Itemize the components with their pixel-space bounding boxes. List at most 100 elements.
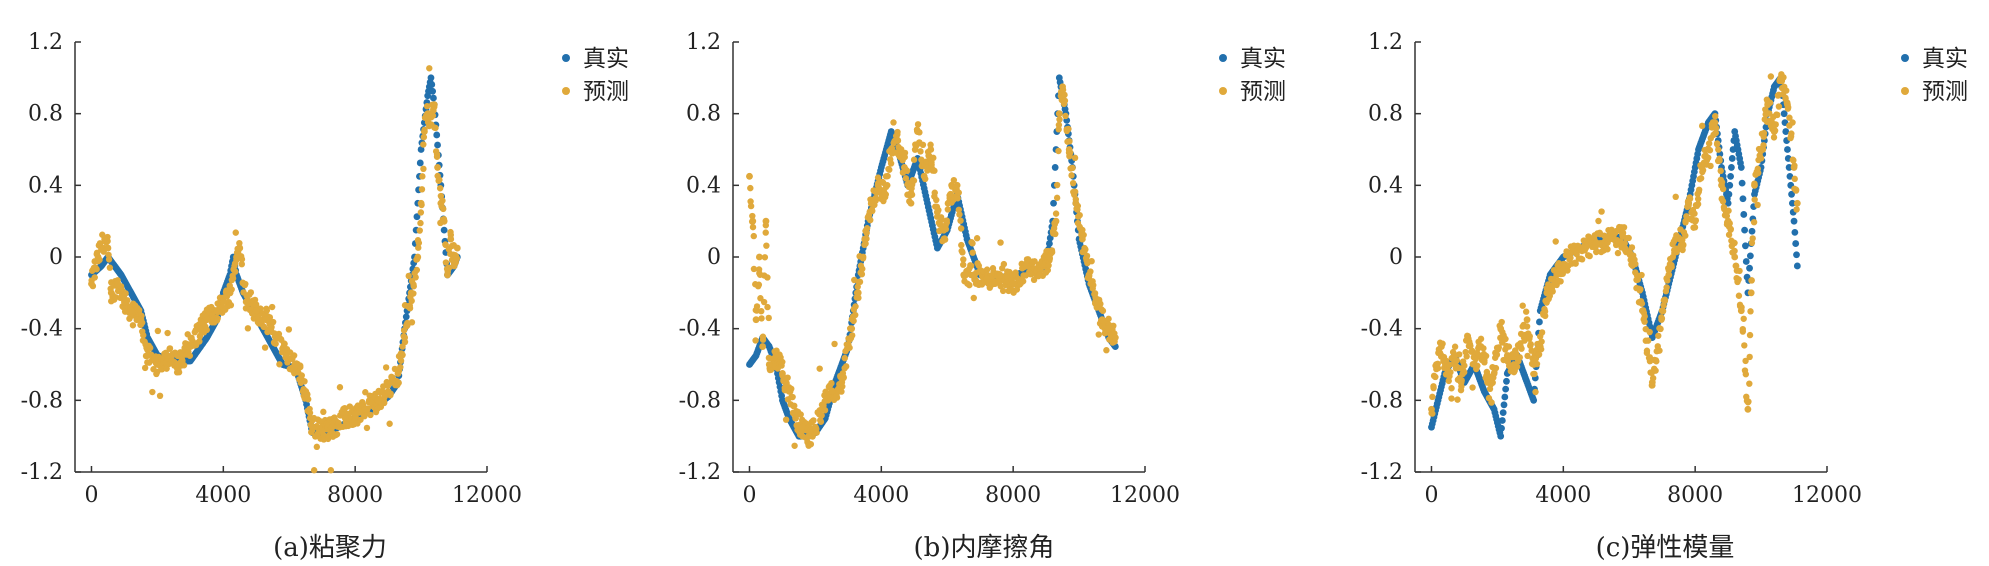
pred-point [232,268,239,275]
pred-point [1079,226,1086,234]
pred-point [394,370,402,377]
pred-point [1740,315,1747,322]
pred-point [1516,354,1524,361]
pred-point [173,361,181,368]
pred-point [327,467,335,474]
pred-point [1658,315,1666,322]
true-point [1729,146,1737,153]
pred-point [1019,278,1027,285]
pred-point [813,429,820,436]
pred-point [746,172,753,180]
pred-point [242,298,250,306]
legend-true-label: 真实 [1922,46,1968,72]
pred-point [292,361,300,368]
pred-point [1691,217,1699,225]
pred-point [764,303,771,311]
pred-point [432,124,439,132]
pred-point [1749,235,1756,242]
pred-point [1672,193,1679,201]
pred-point [920,172,928,180]
pred-point [416,227,423,234]
pred-point [1746,353,1753,361]
pred-point [1448,395,1455,402]
pred-point [401,334,408,342]
pred-point [229,275,237,282]
pred-point [755,266,763,273]
pred-point [281,340,288,348]
pred-point [1009,280,1017,288]
pred-point [1053,181,1061,189]
pred-point [1652,367,1659,374]
pred-point [1566,253,1574,261]
y-tick-label: 1.2 [1368,30,1403,55]
pred-point [828,387,836,395]
pred-point [227,301,235,309]
pred-point [236,239,243,247]
pred-point [764,274,771,281]
true-point [429,87,437,95]
pred-point [180,362,188,369]
pred-point [1712,112,1719,120]
pred-point [101,235,109,243]
pred-point [1586,252,1593,260]
pred-point [1055,121,1063,129]
pred-point [761,254,769,261]
pred-point [1775,103,1783,110]
pred-point [1451,343,1459,350]
pred-point [750,265,758,273]
pred-point [957,217,964,224]
pred-point [1792,186,1800,193]
pred-point [1736,267,1743,275]
pred-point [1705,140,1713,147]
pred-point [175,369,183,376]
pred-point [1489,379,1496,386]
pred-point [1469,384,1476,391]
pred-point [1658,307,1666,315]
pred-point [1790,164,1798,171]
pred-point [447,235,455,243]
pred-point [838,388,845,395]
pred-point [1072,199,1080,207]
y-tick-label: 0 [1389,245,1403,270]
pred-point [310,467,318,474]
pred-point [791,442,798,449]
pred-point [1713,140,1721,147]
pred-point [1760,129,1768,137]
pred-point [374,396,382,404]
pred-point [818,412,825,419]
pred-point [238,256,246,263]
pred-point [1691,210,1698,217]
pred-point [1625,234,1632,242]
pred-point [1522,308,1530,315]
pred-point [810,417,817,424]
pred-point [1784,101,1791,109]
pred-point [914,121,922,128]
pred-point [328,423,336,431]
pred-point [430,101,438,109]
pred-point [276,361,283,368]
pred-point [363,424,371,432]
pred-point [1744,405,1752,413]
pred-point [1430,383,1437,390]
pred-point [1477,335,1485,343]
pred-point [1697,175,1705,182]
pred-point [797,411,804,418]
pred-point [1046,253,1053,261]
pred-point [1055,110,1063,118]
pred-point [386,420,393,427]
true-point [1742,242,1749,250]
pred-point [890,119,897,126]
pred-point [753,303,761,310]
legend-true-label: 真实 [1240,46,1286,72]
pred-point [759,343,767,350]
true-point [1784,146,1791,153]
pred-point [166,345,174,352]
pred-point [114,280,122,288]
pred-point [1715,146,1722,153]
x-tick-label: 8000 [985,483,1041,508]
pred-point [444,271,451,279]
pred-point [399,351,406,359]
pred-point [1536,343,1544,350]
pred-point [1502,335,1509,343]
